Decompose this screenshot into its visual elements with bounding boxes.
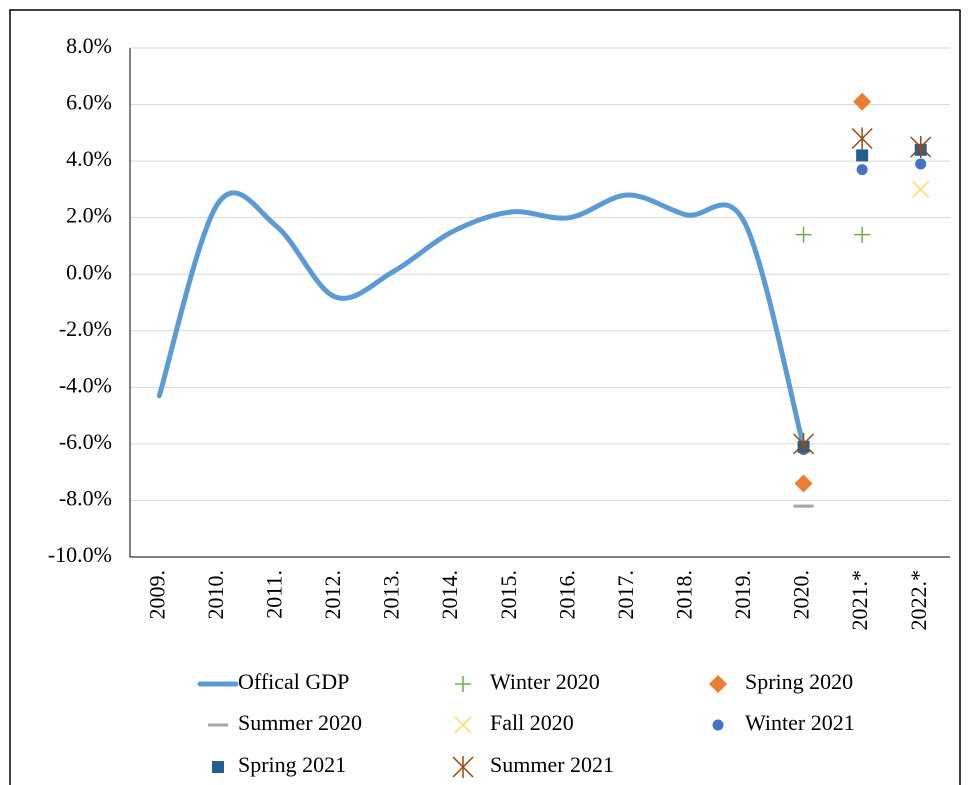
marker-shape <box>856 164 868 176</box>
x-tick-label: 2014. <box>437 570 462 620</box>
y-tick-label: 0.0% <box>66 259 112 284</box>
x-tick-label: 2015. <box>496 570 521 620</box>
data-point <box>856 149 869 162</box>
data-point <box>851 127 873 150</box>
x-tick-label: 2020. <box>789 570 814 620</box>
y-tick-label: 2.0% <box>66 203 112 228</box>
y-tick-label: -2.0% <box>59 316 112 341</box>
legend-label: Summer 2021 <box>490 752 614 777</box>
y-tick-label: -8.0% <box>59 485 112 510</box>
legend-marker <box>709 675 727 693</box>
x-tick-label: 2021.* <box>847 570 872 631</box>
legend-label: Summer 2020 <box>238 710 362 735</box>
legend-label: Winter 2021 <box>745 710 855 735</box>
x-tick-label: 2010. <box>203 570 228 620</box>
x-tick-label: 2017. <box>613 570 638 620</box>
legend-marker <box>454 716 472 734</box>
marker-shape <box>212 761 224 773</box>
marker-shape <box>854 226 871 243</box>
x-tick-label: 2016. <box>554 570 579 620</box>
y-tick-label: 6.0% <box>66 90 112 115</box>
x-tick-label: 2019. <box>730 570 755 620</box>
marker-shape <box>454 716 472 734</box>
marker-shape <box>455 676 471 692</box>
marker-shape <box>793 432 815 455</box>
x-tick-label: 2018. <box>671 570 696 620</box>
x-tick-label: 2013. <box>379 570 404 620</box>
marker-shape <box>910 135 932 158</box>
data-point <box>853 92 872 111</box>
y-tick-label: -10.0% <box>48 542 112 567</box>
legend-marker <box>212 761 224 773</box>
marker-shape <box>794 474 813 493</box>
data-point <box>793 432 815 455</box>
legend-marker <box>712 719 724 731</box>
marker-shape <box>851 127 873 150</box>
legend-marker <box>455 676 471 692</box>
data-point <box>912 180 930 198</box>
marker-shape <box>452 756 474 778</box>
data-point <box>856 164 868 176</box>
y-tick-label: -6.0% <box>59 429 112 454</box>
x-tick-label: 2011. <box>261 570 286 619</box>
frame <box>9 9 961 785</box>
y-tick-label: 8.0% <box>66 33 112 58</box>
marker-shape <box>853 92 872 111</box>
y-tick-label: 4.0% <box>66 146 112 171</box>
y-tick-label: -4.0% <box>59 372 112 397</box>
x-tick-label: 2012. <box>320 570 345 620</box>
data-point <box>794 474 813 493</box>
x-tick-label: 2022.* <box>906 570 931 631</box>
legend-label: Winter 2020 <box>490 669 600 694</box>
marker-shape <box>795 226 812 243</box>
legend-label: Offical GDP <box>238 669 349 694</box>
data-point <box>915 158 927 170</box>
marker-shape <box>856 149 869 162</box>
data-line <box>156 190 807 450</box>
data-point <box>854 226 871 243</box>
data-point <box>910 135 932 158</box>
x-tick-label: 2009. <box>144 570 169 620</box>
legend-label: Spring 2020 <box>745 669 853 694</box>
data-point <box>795 226 812 243</box>
marker-shape <box>912 180 930 198</box>
legend-marker <box>452 756 474 778</box>
marker-shape <box>915 158 927 170</box>
legend-label: Spring 2021 <box>238 752 346 777</box>
legend-label: Fall 2020 <box>490 710 574 735</box>
marker-shape <box>709 675 727 693</box>
marker-shape <box>712 719 724 731</box>
